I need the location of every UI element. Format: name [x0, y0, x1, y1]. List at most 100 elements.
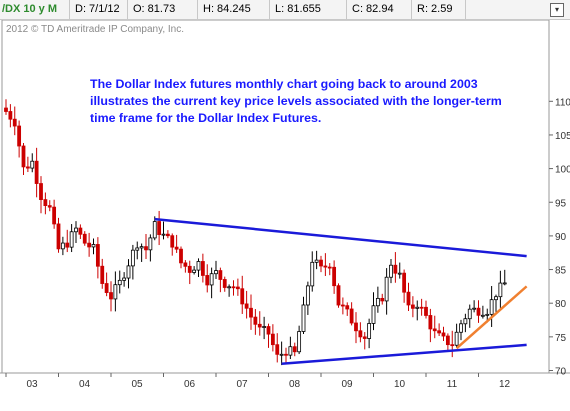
rising-support-trendline — [455, 285, 528, 350]
down-candle — [25, 166, 30, 169]
down-candle — [43, 199, 48, 206]
up-candle — [305, 285, 310, 306]
down-candle — [12, 118, 17, 127]
up-candle — [196, 261, 201, 271]
down-candle — [354, 322, 358, 332]
down-candle — [52, 206, 57, 225]
up-candle — [60, 242, 65, 250]
down-candle — [266, 326, 271, 335]
down-candle — [393, 264, 398, 274]
down-candle — [56, 223, 61, 250]
up-candle — [384, 276, 389, 302]
chart-header: /DX 10 y M D: 7/1/12 O: 81.73 H: 84.245 … — [0, 0, 570, 20]
down-candle — [358, 330, 363, 338]
y-tick-label: 80 — [555, 299, 567, 310]
down-candle — [406, 291, 411, 306]
down-candle — [402, 272, 407, 293]
down-candle — [240, 288, 245, 305]
up-candle — [74, 227, 78, 233]
down-candle — [165, 233, 170, 237]
up-candle — [467, 308, 472, 320]
down-candle — [432, 328, 437, 332]
up-candle — [498, 282, 503, 298]
up-candle — [314, 259, 319, 263]
up-candle — [30, 160, 35, 169]
down-candle — [441, 332, 446, 337]
down-candle — [349, 308, 354, 324]
up-candle — [485, 313, 490, 316]
down-candle — [419, 306, 424, 309]
up-candle — [192, 269, 197, 273]
y-tick-label: 95 — [555, 198, 567, 209]
down-candle — [340, 304, 345, 307]
down-candle — [445, 335, 450, 346]
up-candle — [279, 353, 284, 356]
y-tick-label: 110 — [555, 97, 570, 108]
down-candle — [253, 316, 258, 325]
up-candle — [459, 323, 463, 333]
open-readout: O: 81.73 — [128, 0, 198, 19]
down-candle — [157, 221, 162, 235]
down-candle — [218, 270, 223, 280]
up-candle — [117, 279, 122, 286]
down-candle — [21, 145, 26, 168]
up-candle — [113, 284, 118, 300]
down-candle — [109, 292, 113, 300]
down-candle — [345, 305, 350, 310]
low-readout: L: 81.655 — [270, 0, 347, 19]
price-chart[interactable]: 70 75 80 85 90 95 100 105 110 03 04 05 06 07 08 09 10 11 1… — [0, 20, 570, 411]
symbol-label[interactable]: /DX 10 y M — [0, 0, 70, 19]
up-candle — [148, 237, 153, 251]
down-candle — [450, 344, 455, 347]
down-candle — [87, 242, 92, 248]
down-candle — [39, 183, 43, 201]
y-tick-label: 70 — [555, 367, 567, 378]
up-candle — [301, 304, 306, 332]
up-candle — [91, 244, 96, 248]
down-candle — [437, 330, 442, 334]
down-candle — [183, 262, 188, 267]
x-tick-label: 10 — [394, 379, 406, 390]
y-tick-label: 85 — [555, 266, 567, 277]
up-candle — [463, 318, 468, 325]
down-candle — [275, 344, 280, 355]
down-candle — [187, 265, 192, 273]
down-candle — [65, 242, 70, 248]
up-candle — [367, 323, 372, 339]
down-candle — [34, 160, 39, 184]
up-candle — [454, 331, 459, 346]
x-tick-label: 06 — [184, 379, 196, 390]
down-candle — [410, 304, 415, 309]
down-candle — [47, 205, 52, 208]
up-candle — [139, 246, 144, 249]
down-candle — [82, 233, 87, 244]
x-tick-label: 07 — [236, 379, 248, 390]
up-candle — [209, 273, 214, 286]
dropdown-menu-icon[interactable]: ▾ — [550, 3, 564, 17]
down-candle — [249, 307, 253, 318]
up-candle — [135, 247, 140, 251]
y-tick-label: 100 — [555, 165, 570, 176]
x-tick-label: 04 — [79, 379, 91, 390]
up-candle — [161, 233, 166, 236]
down-candle — [104, 283, 109, 293]
down-candle — [244, 303, 249, 309]
down-candle — [257, 323, 262, 328]
copyright-notice: 2012 © TD Ameritrade IP Company, Inc. — [6, 24, 185, 35]
down-candle — [95, 244, 100, 267]
up-candle — [415, 306, 420, 309]
up-candle — [494, 296, 498, 301]
down-candle — [4, 107, 8, 112]
down-candle — [323, 265, 328, 268]
up-candle — [397, 272, 402, 275]
down-candle — [332, 266, 337, 287]
down-candle — [174, 246, 179, 250]
up-candle — [214, 270, 218, 275]
down-candle — [362, 336, 367, 339]
up-candle — [130, 249, 135, 267]
down-candle — [235, 286, 240, 290]
down-candle — [222, 279, 227, 288]
down-candle — [179, 248, 183, 264]
down-candle — [476, 307, 481, 316]
up-candle — [122, 277, 127, 281]
